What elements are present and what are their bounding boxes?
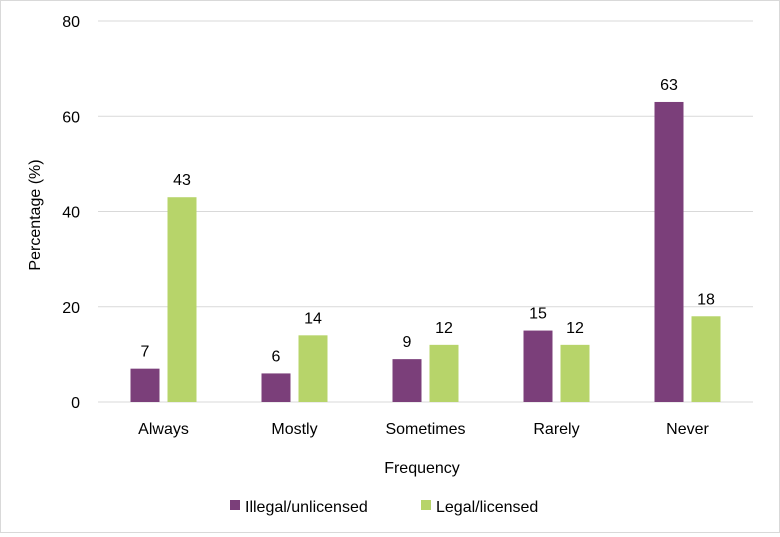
y-tick-label: 20 [62,300,80,317]
legend-swatch [421,500,431,510]
bar [691,316,721,402]
data-label: 14 [304,310,322,327]
x-tick-label: Mostly [271,421,317,438]
legend-label: Illegal/unlicensed [245,499,368,516]
legend-swatch [230,500,240,510]
legend: Illegal/unlicensed Legal/licensed [230,499,538,516]
bar [261,373,291,402]
legend-label: Legal/licensed [436,499,538,516]
data-label: 15 [529,306,547,323]
data-label: 63 [660,77,678,94]
y-tick-labels: 0 20 40 60 80 [62,14,80,412]
data-label: 6 [272,348,281,365]
x-tick-label: Sometimes [385,421,465,438]
y-tick-label: 80 [62,14,80,31]
x-tick-labels: Always Mostly Sometimes Rarely Never [138,421,709,438]
x-axis-title: Frequency [384,460,460,477]
data-label: 7 [141,344,150,361]
y-axis-title: Percentage (%) [27,159,44,270]
y-tick-label: 0 [71,395,80,412]
data-label: 12 [435,320,453,337]
x-tick-label: Never [666,421,709,438]
x-tick-label: Always [138,421,189,438]
bar [654,101,684,403]
bar [167,197,197,402]
bar [392,359,422,402]
data-labels: 7 43 6 14 9 12 15 12 63 18 [141,77,715,365]
bar [298,335,328,402]
y-tick-label: 60 [62,109,80,126]
y-tick-label: 40 [62,205,80,222]
bar [429,344,459,402]
bars [130,101,721,403]
data-label: 9 [403,334,412,351]
bar [523,330,553,402]
x-tick-label: Rarely [533,421,579,438]
data-label: 43 [173,172,191,189]
bar [130,368,160,402]
data-label: 18 [697,291,715,308]
bar [560,344,590,402]
data-label: 12 [566,320,584,337]
gridlines [98,20,753,403]
